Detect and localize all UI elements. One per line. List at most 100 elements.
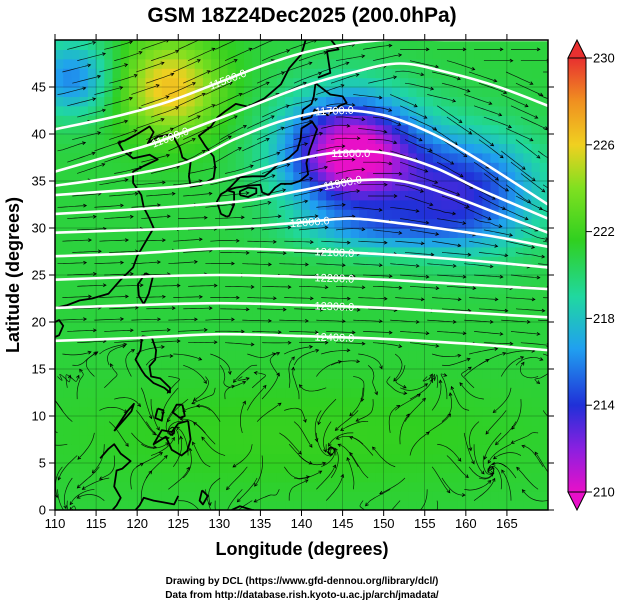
coastline bbox=[55, 40, 307, 309]
streamline-arrow bbox=[499, 154, 504, 159]
field-cell bbox=[120, 218, 130, 229]
field-cell bbox=[539, 369, 548, 379]
field-cell bbox=[55, 218, 64, 229]
field-cell bbox=[55, 237, 64, 248]
field-cell bbox=[383, 124, 393, 135]
field-cell bbox=[400, 124, 409, 135]
field-cell bbox=[104, 87, 114, 97]
field-cell bbox=[367, 143, 377, 154]
streamline-arrow bbox=[82, 141, 87, 146]
streamline bbox=[468, 128, 494, 147]
field-cell bbox=[482, 434, 492, 445]
field-cell bbox=[243, 218, 253, 229]
field-cell bbox=[153, 40, 163, 50]
field-cell bbox=[498, 181, 508, 191]
field-cell bbox=[145, 275, 155, 285]
field-cell bbox=[219, 284, 229, 295]
field-cell bbox=[523, 181, 533, 191]
field-cell bbox=[465, 350, 475, 361]
field-cell bbox=[276, 275, 286, 285]
streamline-arrow bbox=[175, 106, 180, 110]
field-cell bbox=[219, 491, 229, 502]
streamline-arrow bbox=[245, 191, 250, 195]
streamline bbox=[510, 161, 536, 181]
field-cell bbox=[227, 237, 237, 248]
field-cell bbox=[350, 181, 360, 191]
field-cell bbox=[449, 246, 459, 257]
streamline-arrow bbox=[328, 442, 332, 447]
streamline-arrow bbox=[171, 191, 176, 196]
streamline-arrow bbox=[361, 117, 366, 122]
field-cell bbox=[474, 171, 483, 182]
streamline-arrow bbox=[192, 397, 197, 401]
field-cell bbox=[400, 491, 409, 502]
streamline-arrow bbox=[315, 348, 320, 353]
field-cell bbox=[145, 293, 155, 304]
field-cell bbox=[408, 96, 418, 107]
field-cell bbox=[326, 162, 335, 173]
field-cell bbox=[506, 199, 516, 210]
field-cell bbox=[506, 453, 516, 464]
field-cell bbox=[87, 472, 97, 483]
field-cell bbox=[474, 105, 483, 116]
field-cell bbox=[71, 171, 81, 182]
contour-label: 11800.0 bbox=[331, 148, 370, 160]
streamline bbox=[505, 128, 533, 141]
field-cell bbox=[424, 49, 434, 60]
field-cell bbox=[383, 265, 393, 276]
field-cell bbox=[161, 190, 171, 201]
field-cell bbox=[432, 416, 442, 426]
field-cell bbox=[326, 228, 335, 238]
streamline-arrow bbox=[199, 294, 203, 299]
field-cell bbox=[202, 68, 212, 79]
field-cell bbox=[506, 275, 516, 285]
field-cell bbox=[359, 500, 368, 510]
field-cell bbox=[482, 190, 492, 201]
streamline bbox=[461, 366, 475, 389]
field-cell bbox=[317, 68, 327, 79]
field-cell bbox=[104, 312, 114, 323]
field-cell bbox=[63, 293, 73, 304]
field-cell bbox=[120, 434, 130, 445]
streamline-arrow bbox=[57, 476, 62, 481]
field-cell bbox=[432, 115, 442, 126]
field-cell bbox=[104, 190, 114, 201]
contour-line bbox=[55, 273, 548, 291]
field-cell bbox=[202, 500, 212, 510]
streamline-arrow bbox=[79, 368, 83, 373]
field-cell bbox=[128, 481, 138, 492]
field-cell bbox=[375, 284, 385, 295]
field-cell bbox=[243, 190, 253, 201]
field-cell bbox=[350, 134, 360, 144]
field-cell bbox=[63, 359, 73, 370]
field-cell bbox=[227, 425, 237, 436]
streamline-arrow bbox=[276, 352, 281, 356]
field-cell bbox=[432, 40, 442, 50]
field-cell bbox=[432, 49, 442, 60]
field-cell bbox=[79, 491, 89, 502]
streamline-arrow bbox=[393, 75, 398, 80]
field-cell bbox=[309, 293, 319, 304]
field-cell bbox=[87, 312, 97, 323]
streamline-arrow bbox=[262, 384, 267, 389]
field-cell bbox=[268, 77, 278, 88]
field-cell bbox=[498, 312, 508, 323]
field-cell bbox=[391, 425, 401, 436]
field-cell bbox=[55, 49, 64, 60]
field-cell bbox=[63, 425, 73, 436]
streamline-arrow bbox=[539, 92, 544, 97]
field-cell bbox=[539, 87, 548, 97]
field-cell bbox=[465, 416, 475, 426]
field-cell bbox=[243, 77, 253, 88]
field-cell bbox=[523, 256, 533, 267]
streamline-arrow bbox=[91, 151, 96, 156]
streamline bbox=[483, 342, 513, 345]
streamline-arrow bbox=[137, 403, 142, 408]
field-cell bbox=[235, 463, 245, 473]
streamline bbox=[293, 349, 319, 366]
field-cell bbox=[128, 463, 138, 473]
field-cell bbox=[391, 444, 401, 455]
field-cell bbox=[350, 209, 360, 220]
field-cell bbox=[317, 209, 327, 220]
field-cell bbox=[186, 463, 196, 473]
